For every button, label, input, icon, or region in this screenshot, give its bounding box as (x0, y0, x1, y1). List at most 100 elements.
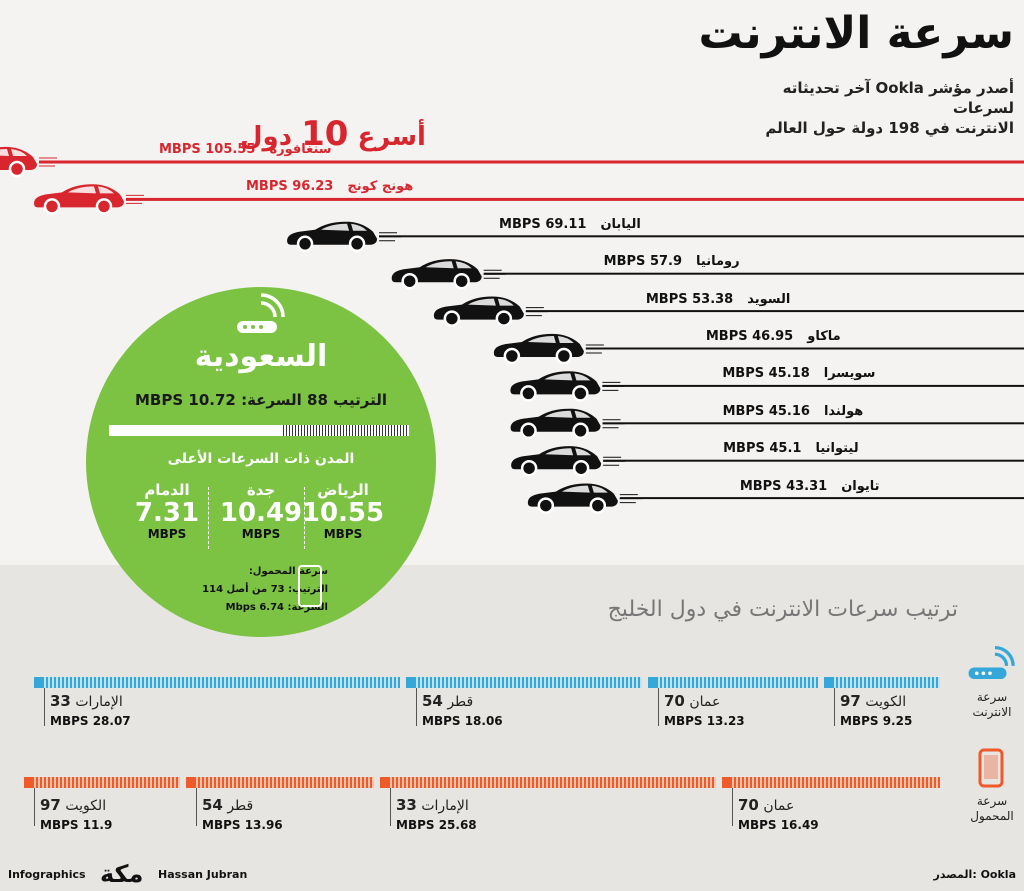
value: 96.23 (292, 179, 334, 195)
gulf-bar (406, 677, 642, 688)
gulf-rank: 97 (840, 692, 861, 710)
car-icon (510, 371, 625, 402)
gulf-bar (34, 677, 400, 688)
newspaper-logo: مكة (100, 860, 144, 888)
gulf-country-name: عمان (758, 798, 795, 814)
gulf-tick (732, 788, 733, 826)
value: 45.18 (768, 366, 810, 382)
bar-cap (406, 677, 414, 688)
value: 45.1 (769, 441, 802, 457)
top10-number: 10 (301, 114, 349, 154)
country-speed-label: MBPS 96.23 هونج كونج (246, 179, 413, 194)
city-name: جدة (246, 481, 276, 499)
gulf-country: الإمارات 33 (396, 796, 469, 814)
country-speed-label: MBPS 53.38 السويد (646, 292, 791, 307)
speed-line (125, 197, 1024, 201)
value: 105.55 (205, 142, 256, 157)
gulf-tick (416, 688, 417, 726)
car-icon (510, 408, 625, 440)
gulf-country: قطر 54 (422, 692, 473, 710)
gulf-speed: MBPS 9.25 (840, 714, 913, 728)
legend-mobile-line2: المحمول (970, 809, 1014, 823)
country-name: سنغافورة (269, 142, 332, 157)
city-value: 7.31 (134, 498, 200, 528)
city-riyadh: الرياض 10.55 MBPS (298, 481, 388, 541)
gulf-country-name: قطر (442, 694, 474, 710)
gulf-rank: 54 (202, 796, 223, 814)
value: 43.31 (786, 478, 828, 494)
router-icon (968, 646, 1015, 680)
city-name: الرياض (317, 481, 369, 499)
top10-chart (0, 146, 1024, 514)
car-icon (493, 333, 608, 365)
footer-author: Hassan Jubran (158, 868, 248, 881)
footer-credit: Infographics (8, 868, 86, 881)
car-icon (33, 184, 148, 215)
city-unit: MBPS (241, 527, 281, 541)
top10-suffix: دول (240, 122, 293, 152)
saudi-circle: السعودية الترتيب 88 السرعة: 10.72 MBPS ا… (86, 287, 436, 637)
bar-cap (24, 777, 32, 788)
city-value: 10.49 (219, 498, 303, 528)
country-name: تايوان (841, 478, 880, 494)
legend-internet-line1: سرعة (976, 690, 1008, 704)
value: 45.16 (768, 403, 810, 419)
gulf-speed: MBPS 13.23 (664, 714, 745, 728)
city-unit: MBPS (323, 527, 363, 541)
gulf-country: عمان 70 (738, 796, 794, 814)
gulf-country-name: الإمارات (416, 798, 469, 814)
gulf-country-name: الكويت (60, 798, 107, 814)
gulf-country: الكويت 97 (840, 692, 906, 710)
legend-mobile-line1: سرعة (976, 794, 1008, 808)
gulf-speed: MBPS 25.68 (396, 818, 477, 832)
saudi-rank-bar (109, 425, 409, 436)
speed-line (483, 272, 1024, 275)
value: 53.38 (692, 291, 734, 307)
car-icon (511, 446, 626, 477)
gulf-country: قطر 54 (202, 796, 253, 814)
country-name: اليابان (600, 216, 641, 232)
gulf-rank: 70 (664, 692, 685, 710)
unit: MBPS (645, 291, 693, 307)
legend-internet: سرعة الانترنت (962, 690, 1022, 720)
gulf-tick (196, 788, 197, 826)
speed-line (603, 459, 1024, 462)
saudi-country: السعودية (194, 339, 328, 374)
unit: MBPS (245, 179, 293, 195)
bar-cap (380, 777, 388, 788)
legend-internet-line2: الانترنت (972, 705, 1012, 719)
country-speed-label: MBPS 45.16 هولندا (723, 404, 864, 419)
saudi-rank: 88 (307, 391, 328, 409)
bar-cap (648, 677, 656, 688)
value: 57.9 (649, 254, 683, 270)
gulf-tick (658, 688, 659, 726)
city-value: 10.55 (301, 498, 385, 528)
mobile-title: سرعة المحمول: (248, 566, 328, 577)
car-icon (527, 483, 642, 514)
city-unit: MBPS (147, 527, 187, 541)
country-speed-label: MBPS 57.9 رومانيا (604, 254, 740, 269)
country-speed-label: MBPS 46.95 ماكاو (706, 329, 841, 344)
gulf-title: ترتيب سرعات الانترنت في دول الخليج (607, 597, 958, 622)
speed-line (585, 347, 1024, 350)
gulf-rank: 70 (738, 796, 759, 814)
value: 69.11 (545, 216, 587, 232)
router-icon (237, 293, 285, 333)
country-speed-label: MBPS 105.55 سنغافورة (159, 142, 332, 157)
gulf-speed: MBPS 16.49 (738, 818, 819, 832)
country-name: هولندا (823, 403, 864, 419)
gulf-country: عمان 70 (664, 692, 720, 710)
country-name: سويسرا (823, 366, 876, 382)
subtitle-line-2: الانترنت في 198 دولة حول العالم (765, 119, 1014, 137)
gulf-tick (390, 788, 391, 826)
gulf-country-name: قطر (222, 798, 254, 814)
gulf-bar (380, 777, 716, 788)
city-divider (208, 487, 209, 549)
country-speed-label: MBPS 43.31 تايوان (740, 479, 880, 494)
unit: MBPS (159, 142, 206, 157)
country-name: هونج كونج (347, 179, 414, 195)
saudi-rank-bar-fill (109, 425, 283, 436)
gulf-rank: 33 (50, 692, 71, 710)
city-divider (304, 487, 305, 549)
gulf-speed: MBPS 13.96 (202, 818, 283, 832)
